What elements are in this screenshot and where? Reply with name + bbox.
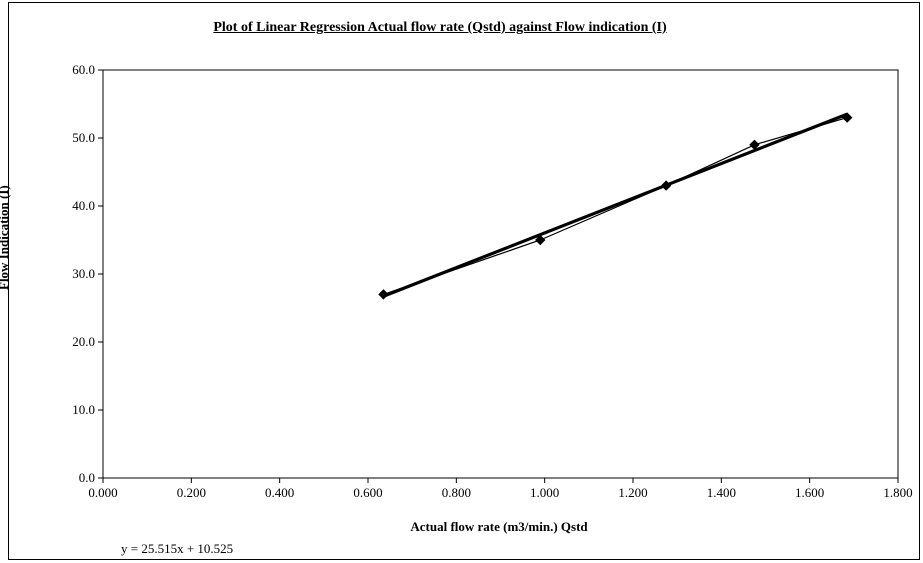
x-tick-label: 1.400	[707, 485, 736, 500]
data-point	[842, 112, 853, 123]
y-tick-label: 10.0	[72, 402, 95, 417]
chart-title: Plot of Linear Regression Actual flow ra…	[213, 20, 667, 35]
x-tick-label: 0.000	[88, 485, 117, 500]
plot-border	[102, 69, 899, 479]
trendline-equation: y = 25.515x + 10.525	[121, 541, 234, 556]
y-tick-label: 30.0	[72, 266, 95, 281]
y-tick-label: 40.0	[72, 198, 95, 213]
data-point	[378, 289, 389, 300]
y-tick-label: 50.0	[72, 130, 95, 145]
y-tick-label: 20.0	[72, 334, 95, 349]
data-point	[535, 234, 546, 246]
trendline	[382, 112, 848, 298]
x-tick-label: 1.000	[530, 485, 559, 500]
x-tick-label: 0.800	[442, 485, 471, 500]
chart-frame	[8, 2, 920, 560]
y-axis-label: Flow Indication (I)	[0, 185, 11, 290]
y-tick-label: 0.0	[79, 470, 95, 485]
x-tick-label: 1.600	[795, 485, 824, 500]
x-tick-label: 0.400	[265, 485, 294, 500]
x-tick-label: 1.800	[883, 485, 912, 500]
data-point	[660, 180, 672, 191]
x-tick-label: 1.200	[618, 485, 647, 500]
data-point	[749, 139, 760, 151]
y-tick-label: 60.0	[72, 62, 95, 77]
x-tick-label: 0.600	[353, 485, 382, 500]
x-axis-label: Actual flow rate (m3/min.) Qstd	[410, 519, 588, 534]
x-tick-label: 0.200	[177, 485, 206, 500]
